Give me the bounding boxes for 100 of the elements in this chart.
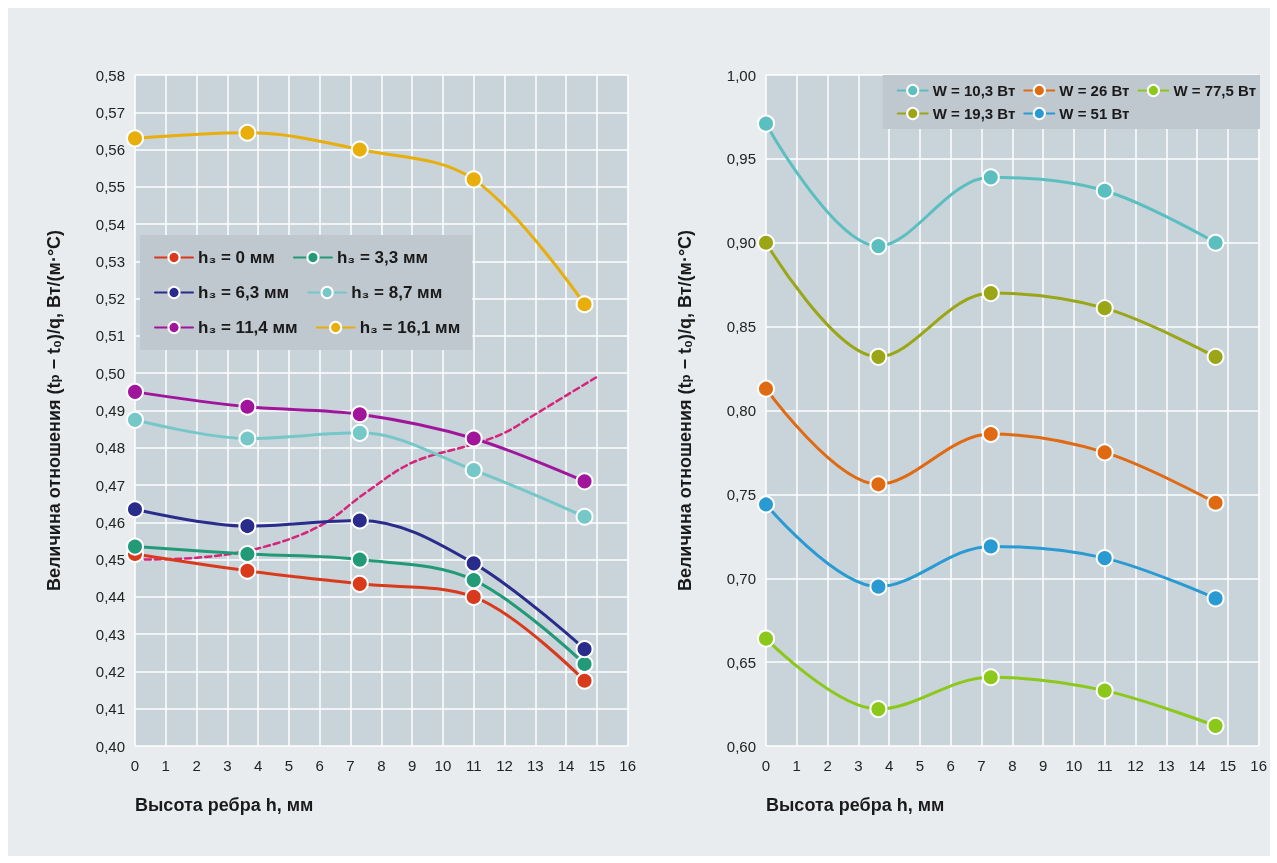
point xyxy=(238,397,257,416)
point xyxy=(757,114,775,133)
legend-label: h₃ = 6,3 мм xyxy=(198,283,290,302)
x-tick-label: 5 xyxy=(915,757,925,774)
y-tick-label: 0,55 xyxy=(95,178,125,196)
x-tick-label: 0 xyxy=(761,757,771,774)
x-tick-label: 13 xyxy=(1157,757,1175,774)
x-axis-title: Высота ребра h, мм xyxy=(766,795,945,815)
x-tick-label: 3 xyxy=(854,757,863,774)
point xyxy=(238,545,257,564)
x-tick-label: 2 xyxy=(823,757,832,774)
point xyxy=(126,500,144,519)
point xyxy=(464,461,483,480)
y-tick-label: 0,95 xyxy=(726,150,756,168)
point xyxy=(757,379,775,398)
y-tick-label: 0,75 xyxy=(726,485,756,503)
x-tick-label: 11 xyxy=(1096,757,1113,774)
x-axis-title: Высота ребра h, мм xyxy=(135,795,314,815)
legend-label: W = 77,5 Вт xyxy=(1173,82,1257,99)
point xyxy=(238,561,257,580)
x-tick-label: 7 xyxy=(977,757,986,774)
legend-label: h₃ = 3,3 мм xyxy=(336,248,429,267)
x-tick-label: 16 xyxy=(1250,757,1267,774)
y-tick-label: 0,52 xyxy=(95,290,125,308)
point xyxy=(575,671,594,690)
y-tick-label: 1,00 xyxy=(726,66,756,84)
y-tick-label: 0,57 xyxy=(95,103,125,121)
y-tick-label: 0,49 xyxy=(95,402,125,419)
point xyxy=(757,629,775,648)
legend-label: h₃ = 8,7 мм xyxy=(351,283,443,302)
point xyxy=(1206,716,1225,735)
point xyxy=(1206,493,1225,512)
point xyxy=(757,233,775,252)
x-tick-label: 6 xyxy=(315,757,324,774)
point xyxy=(238,429,257,448)
y-tick-label: 0,54 xyxy=(95,215,125,233)
point xyxy=(126,410,144,429)
legend-label: W = 19,3 Вт xyxy=(932,105,1016,122)
y-tick-label: 0,70 xyxy=(726,569,756,587)
y-tick-label: 0,43 xyxy=(95,625,125,643)
point xyxy=(464,571,483,590)
y-tick-label: 0,90 xyxy=(726,234,756,252)
x-tick-label: 13 xyxy=(526,757,544,774)
point xyxy=(981,537,1000,556)
x-tick-label: 0 xyxy=(130,757,140,774)
x-tick-label: 10 xyxy=(434,757,452,774)
x-tick-label: 15 xyxy=(588,757,606,774)
x-tick-label: 16 xyxy=(619,757,636,774)
point xyxy=(350,550,369,569)
point xyxy=(1095,299,1114,318)
y-tick-label: 0,47 xyxy=(95,476,125,494)
y-tick-label: 0,41 xyxy=(95,700,125,718)
point xyxy=(575,472,594,491)
x-tick-label: 14 xyxy=(557,757,575,774)
point xyxy=(464,554,483,573)
legend-label: h₃ = 11,4 мм xyxy=(198,318,298,337)
y-tick-label: 0,50 xyxy=(95,364,125,382)
point xyxy=(464,587,483,606)
y-tick-label: 0,56 xyxy=(95,141,125,159)
x-tick-label: 9 xyxy=(407,757,417,774)
x-tick-label: 8 xyxy=(1008,757,1017,774)
y-tick-label: 0,51 xyxy=(95,327,125,345)
legend-label: W = 51 Вт xyxy=(1059,105,1130,122)
point xyxy=(869,475,888,494)
y-tick-label: 0,46 xyxy=(95,513,125,531)
point xyxy=(575,640,594,659)
point xyxy=(126,537,144,556)
point xyxy=(464,429,483,448)
point xyxy=(869,700,888,719)
x-tick-label: 7 xyxy=(346,757,355,774)
y-tick-label: 0,65 xyxy=(726,653,756,671)
point xyxy=(1206,347,1225,366)
point xyxy=(350,423,369,442)
x-tick-label: 4 xyxy=(253,757,263,774)
point xyxy=(350,511,369,530)
point xyxy=(869,577,888,596)
point xyxy=(1206,233,1225,252)
point xyxy=(1095,681,1114,700)
x-tick-label: 3 xyxy=(223,757,232,774)
point xyxy=(126,382,144,401)
point xyxy=(981,284,1000,303)
legend-label: W = 26 Вт xyxy=(1059,82,1130,99)
y-tick-label: 0,42 xyxy=(95,662,125,680)
y-tick-label: 0,53 xyxy=(95,252,125,270)
point xyxy=(981,668,1000,687)
point xyxy=(575,507,594,526)
x-tick-label: 11 xyxy=(465,757,482,774)
point xyxy=(869,237,888,256)
legend-label: h₃ = 16,1 мм xyxy=(359,318,461,337)
x-tick-label: 10 xyxy=(1065,757,1083,774)
x-tick-label: 1 xyxy=(161,757,170,774)
x-tick-label: 12 xyxy=(1127,757,1144,774)
y-tick-label: 0,85 xyxy=(726,318,756,336)
point xyxy=(350,574,369,593)
point xyxy=(464,170,483,189)
y-tick-label: 0,80 xyxy=(726,402,756,419)
x-tick-label: 8 xyxy=(377,757,386,774)
x-tick-label: 12 xyxy=(496,757,513,774)
y-tick-label: 0,48 xyxy=(95,439,125,457)
x-tick-label: 9 xyxy=(1038,757,1048,774)
